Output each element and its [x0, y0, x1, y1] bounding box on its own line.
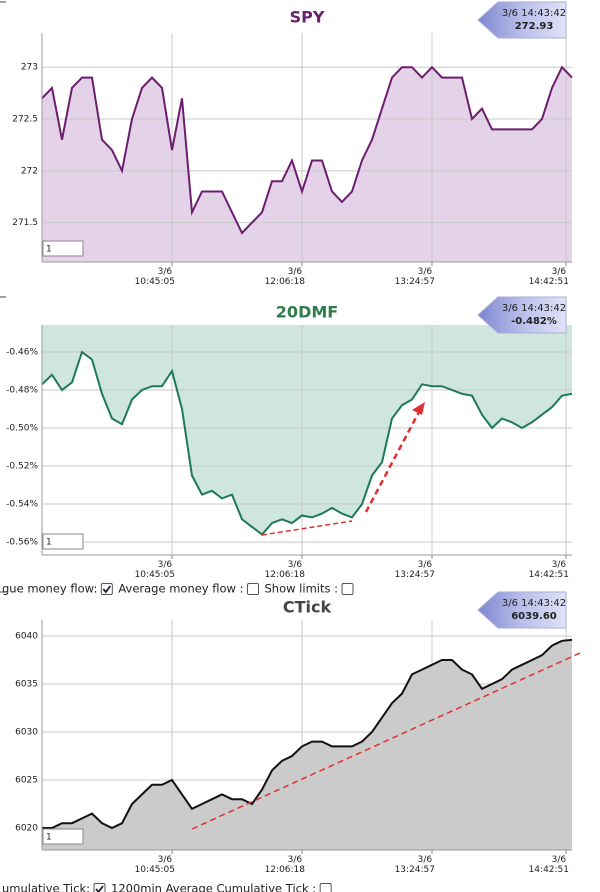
y-tick-label: -0.54%	[6, 500, 38, 510]
y-tick-label: 6030	[15, 728, 38, 738]
y-tick-label: 272	[21, 166, 38, 176]
annotations	[191, 402, 581, 830]
control-label: 1200min Average Cumulative Tick :	[111, 882, 316, 892]
checkbox[interactable]	[341, 583, 354, 595]
checkbox-check	[102, 585, 112, 594]
range-input-value: 1	[46, 245, 52, 255]
cursor-time: 3/6 14:43:42	[502, 303, 566, 314]
cursor-callout	[477, 296, 567, 334]
range-input-value: 1	[46, 538, 52, 548]
y-tick-label: 6020	[15, 824, 38, 834]
dashed-line	[261, 520, 353, 536]
cursor-callout	[477, 591, 567, 629]
range-input	[42, 828, 84, 845]
x-tick-label: 3/6 10:45:05	[135, 855, 175, 875]
x-tick-label: 3/6 12:06:18	[265, 267, 306, 287]
cursor-time: 3/6 14:43:42	[502, 8, 566, 19]
y-tick-label: 6040	[15, 632, 38, 642]
range-input	[42, 533, 84, 550]
checkbox-check	[95, 885, 104, 892]
x-tick-label: 3/6 10:45:05	[135, 560, 175, 580]
dashed-line	[191, 652, 581, 830]
checkbox[interactable]	[247, 583, 259, 595]
y-tick-label: -0.46%	[6, 347, 38, 357]
y-tick-label: 6025	[15, 776, 38, 786]
control-label: Show limits :	[265, 582, 339, 596]
y-tick-label: 272.5	[12, 115, 38, 125]
x-tick-label: 3/6 12:06:18	[265, 855, 306, 875]
y-tick-label: -0.56%	[6, 538, 38, 548]
x-tick-label: 3/6 10:45:05	[135, 267, 175, 287]
x-tick-label: 3/6 14:42:51	[529, 560, 569, 580]
arrow-head	[412, 402, 425, 415]
cursor-callout	[477, 1, 567, 39]
chart-title: 20DMF	[276, 303, 338, 322]
checkbox[interactable]	[100, 583, 113, 595]
area	[42, 67, 572, 262]
chart-title: SPY	[290, 8, 325, 27]
checkbox[interactable]	[319, 883, 332, 892]
line	[41, 350, 573, 536]
control-label: umulative Tick:	[2, 882, 90, 892]
cursor-time: 3/6 14:43:42	[502, 598, 566, 609]
x-tick-label: 3/6 13:24:57	[395, 855, 435, 875]
area	[42, 325, 572, 535]
x-tick-label: 3/6 14:42:51	[529, 855, 569, 875]
x-tick-label: 3/6 13:24:57	[395, 560, 435, 580]
y-tick-label: 273	[21, 63, 38, 73]
range-input	[42, 240, 84, 257]
line	[41, 65, 573, 235]
y-tick-label: 6035	[15, 680, 38, 690]
line	[42, 638, 573, 830]
y-tick-label: 271.5	[12, 218, 38, 228]
control-label: gue money flow:	[2, 582, 97, 596]
x-tick-label: 3/6 14:42:51	[529, 267, 569, 287]
cursor-value: -0.482%	[511, 316, 557, 327]
cursor-value: 272.93	[515, 21, 554, 32]
cursor-value: 6039.60	[511, 611, 557, 622]
x-tick-label: 3/6 12:06:18	[265, 560, 306, 580]
control-label: Average money flow :	[118, 582, 243, 596]
x-tick-label: 3/6 13:24:57	[395, 267, 435, 287]
y-tick-label: -0.48%	[6, 386, 38, 396]
y-tick-label: -0.52%	[6, 462, 38, 472]
y-tick-label: -0.50%	[6, 424, 38, 434]
chart-title: CTick	[283, 598, 332, 617]
range-input-value: 1	[46, 833, 52, 843]
